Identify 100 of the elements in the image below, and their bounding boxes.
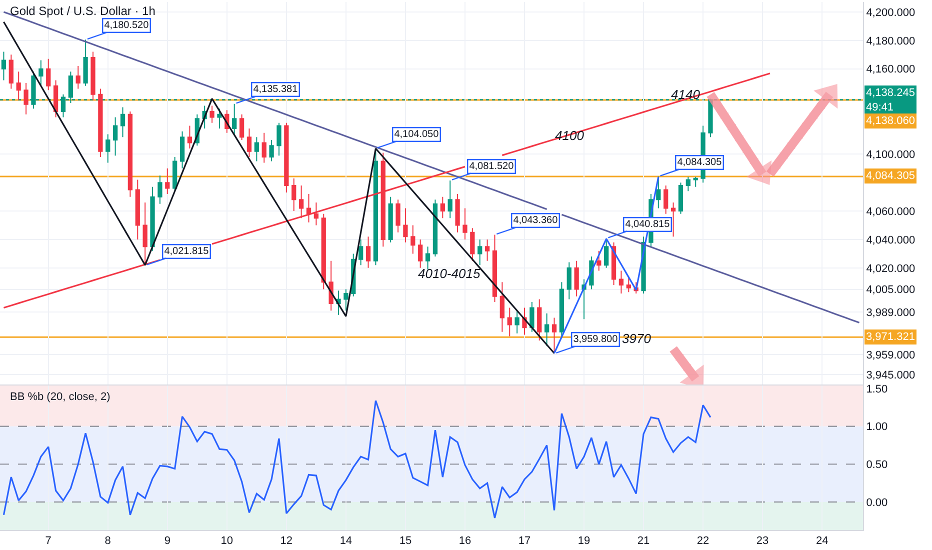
ref-line-label: 4,138.245 49:41 bbox=[866, 87, 915, 114]
y-tick-label: 4,160.000 bbox=[866, 64, 916, 76]
candlestick bbox=[172, 156, 178, 192]
candlestick bbox=[537, 298, 542, 341]
chart-title: Gold Spot / U.S. Dollar · 1h bbox=[10, 4, 156, 18]
candlestick bbox=[269, 139, 274, 162]
candlestick bbox=[1, 51, 6, 81]
y-tick-label: 4,020.000 bbox=[866, 262, 916, 275]
candlestick bbox=[165, 168, 170, 194]
candlestick bbox=[455, 193, 460, 233]
candlestick bbox=[314, 202, 319, 226]
candlestick bbox=[618, 270, 624, 294]
candlestick bbox=[232, 103, 237, 135]
x-tick-label: 7 bbox=[45, 535, 52, 548]
y-tick-label: 4,180.000 bbox=[866, 35, 916, 48]
candlestick bbox=[46, 58, 51, 91]
x-tick-label: 21 bbox=[637, 535, 650, 548]
candlestick bbox=[210, 105, 214, 124]
candlestick bbox=[678, 182, 684, 214]
x-tick-label: 12 bbox=[280, 535, 293, 548]
candlestick bbox=[328, 260, 334, 312]
candlestick bbox=[90, 51, 96, 101]
candlestick bbox=[276, 122, 282, 156]
annotation: 4010-4015 bbox=[418, 266, 481, 281]
ref-line-label: 3,971.321 bbox=[866, 331, 915, 343]
candlestick bbox=[410, 224, 416, 254]
candlestick bbox=[180, 130, 185, 169]
candlestick bbox=[664, 184, 668, 214]
x-tick-label: 22 bbox=[696, 535, 710, 548]
candlestick bbox=[135, 179, 140, 240]
candlestick bbox=[544, 312, 550, 347]
candlestick bbox=[239, 114, 244, 140]
candlestick bbox=[358, 238, 364, 266]
candlestick bbox=[217, 108, 222, 130]
x-tick-label: 23 bbox=[756, 535, 769, 548]
candlestick bbox=[53, 80, 58, 118]
candlestick bbox=[626, 276, 631, 293]
candlestick bbox=[403, 208, 408, 243]
candlestick bbox=[187, 125, 192, 149]
candlestick bbox=[120, 106, 126, 138]
y-tick-label: 0.00 bbox=[866, 496, 888, 509]
candlestick bbox=[500, 282, 504, 332]
candlestick bbox=[262, 132, 266, 164]
candlestick bbox=[656, 176, 661, 209]
y-tick-label: 4,040.000 bbox=[866, 234, 916, 246]
candlestick bbox=[693, 176, 698, 188]
candlestick bbox=[566, 262, 572, 300]
annotation: 4,021.815 bbox=[164, 246, 210, 258]
candlestick bbox=[246, 128, 252, 158]
x-tick-label: 17 bbox=[518, 535, 531, 548]
candlestick bbox=[298, 184, 304, 219]
y-tick-label: 3,989.000 bbox=[866, 306, 916, 319]
candlestick bbox=[670, 202, 676, 238]
annotation: 4,043.360 bbox=[513, 215, 558, 226]
x-tick-label: 15 bbox=[399, 535, 412, 548]
candlestick bbox=[448, 180, 452, 219]
x-tick-label: 14 bbox=[340, 535, 352, 548]
candlestick bbox=[8, 54, 14, 90]
candlestick bbox=[574, 260, 579, 297]
candlestick bbox=[559, 282, 564, 337]
y-tick-label: 1.00 bbox=[866, 421, 888, 434]
candlestick bbox=[440, 196, 445, 219]
candlestick bbox=[462, 208, 468, 240]
candlestick bbox=[344, 288, 348, 312]
x-tick-label: 9 bbox=[164, 535, 170, 548]
candlestick bbox=[150, 186, 155, 252]
y-tick-label: 4,005.000 bbox=[866, 284, 916, 296]
candlestick bbox=[142, 202, 148, 266]
ref-line-label: 4,084.305 bbox=[866, 170, 915, 182]
candlestick bbox=[292, 178, 296, 212]
x-tick-label: 10 bbox=[220, 535, 234, 548]
candlestick bbox=[306, 193, 312, 223]
line-series bbox=[2, 21, 556, 354]
candlestick bbox=[530, 302, 534, 332]
y-tick-label: 4,100.000 bbox=[866, 149, 916, 162]
x-tick-label: 24 bbox=[816, 535, 828, 548]
ref-line-label: 4,138.060 bbox=[866, 115, 915, 127]
candlestick bbox=[396, 199, 400, 233]
candlestick bbox=[596, 250, 602, 272]
candlestick bbox=[321, 213, 326, 290]
candlestick bbox=[492, 234, 498, 303]
annotation: 4,135.381 bbox=[253, 84, 298, 96]
y-tick-label: 3,945.000 bbox=[866, 369, 916, 382]
annotation: 4140 bbox=[671, 87, 701, 102]
annotation: 4,180.520 bbox=[104, 20, 150, 32]
candlestick bbox=[470, 228, 475, 262]
candlestick bbox=[128, 111, 133, 198]
candlestick bbox=[432, 199, 438, 258]
candlestick bbox=[158, 174, 162, 204]
annotation: 4,104.050 bbox=[394, 129, 440, 140]
candlestick bbox=[76, 65, 80, 90]
candlestick bbox=[484, 238, 490, 262]
candlestick bbox=[552, 317, 557, 354]
x-tick-label: 8 bbox=[104, 535, 111, 548]
candlestick bbox=[106, 134, 110, 164]
candlestick bbox=[16, 71, 21, 101]
annotation: 4,040.815 bbox=[625, 219, 670, 230]
annotation: 4,081.520 bbox=[469, 161, 514, 172]
y-tick-label: 0.50 bbox=[866, 459, 888, 472]
annotation: 4,084.305 bbox=[677, 157, 722, 168]
